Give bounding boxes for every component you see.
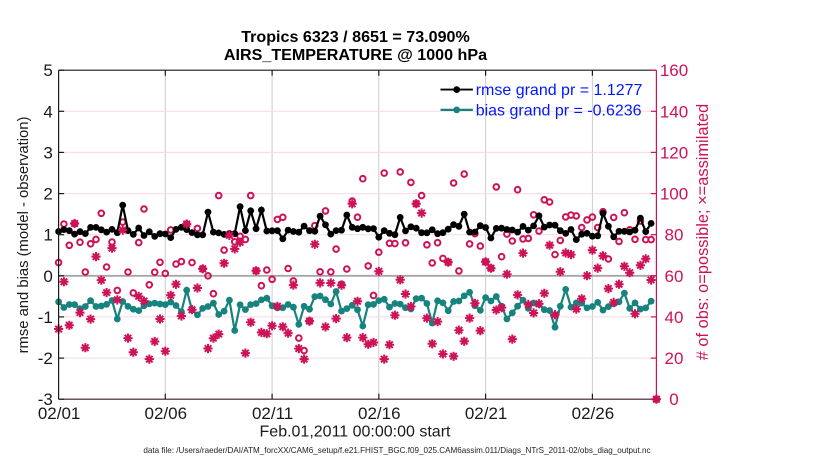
svg-text:20: 20	[665, 349, 684, 368]
svg-text:Feb.01,2011 00:00:00 start: Feb.01,2011 00:00:00 start	[260, 424, 452, 441]
svg-text:120: 120	[660, 143, 688, 162]
svg-text:60: 60	[665, 267, 684, 286]
svg-text:02/01: 02/01	[38, 404, 81, 423]
svg-text:5: 5	[43, 61, 52, 80]
svg-text:data file: /Users/raeder/DAI/A: data file: /Users/raeder/DAI/ATM_forcXX/…	[143, 446, 650, 455]
svg-text:-2: -2	[38, 349, 53, 368]
svg-text:Tropics 6323 / 8651 = 73.090%: Tropics 6323 / 8651 = 73.090%	[241, 28, 470, 46]
svg-text:rmse grand pr = 1.1277: rmse grand pr = 1.1277	[476, 82, 643, 99]
svg-text:2: 2	[43, 185, 52, 204]
svg-text:-3: -3	[38, 390, 53, 409]
svg-text:40: 40	[665, 308, 684, 327]
svg-text:-1: -1	[38, 308, 53, 327]
svg-text:4: 4	[43, 102, 52, 121]
svg-text:02/21: 02/21	[465, 404, 508, 423]
svg-text:02/16: 02/16	[358, 404, 401, 423]
svg-text:rmse and bias (model - observa: rmse and bias (model - observation)	[16, 117, 32, 354]
svg-text:140: 140	[660, 102, 688, 121]
svg-text:# of obs: o=possible; ×=assimi: # of obs: o=possible; ×=assimilated	[694, 104, 712, 361]
svg-text:0: 0	[669, 390, 678, 409]
svg-text:3: 3	[43, 143, 52, 162]
svg-text:bias grand pr = -0.6236: bias grand pr = -0.6236	[476, 103, 642, 120]
svg-text:02/06: 02/06	[145, 404, 188, 423]
svg-text:160: 160	[660, 61, 688, 80]
svg-text:1: 1	[43, 226, 52, 245]
svg-text:80: 80	[665, 226, 684, 245]
svg-text:0: 0	[43, 267, 52, 286]
svg-text:02/11: 02/11	[252, 404, 293, 423]
svg-text:AIRS_TEMPERATURE @ 1000 hPa: AIRS_TEMPERATURE @ 1000 hPa	[224, 46, 488, 64]
svg-text:02/26: 02/26	[572, 404, 615, 423]
svg-text:100: 100	[660, 185, 688, 204]
